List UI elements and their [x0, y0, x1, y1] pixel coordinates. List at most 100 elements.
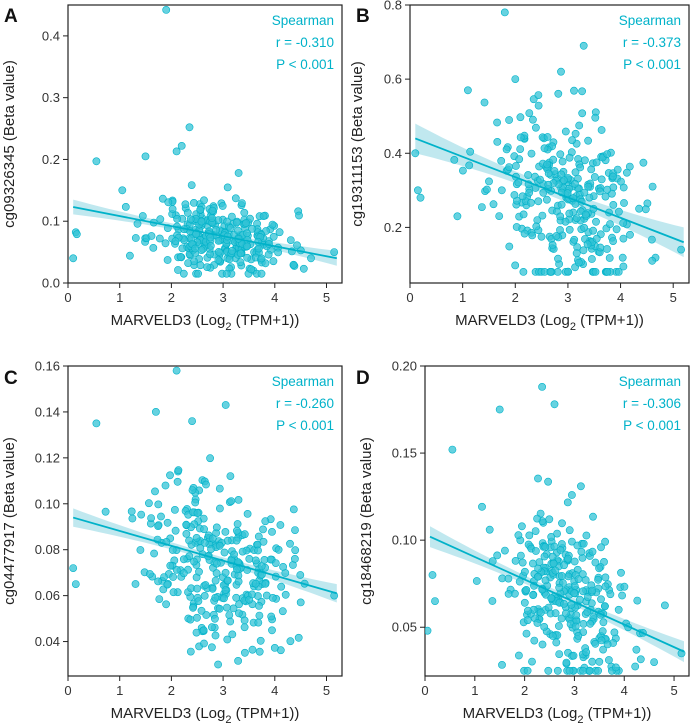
data-point [289, 505, 298, 514]
data-point [639, 158, 648, 167]
spearman-annotation: P < 0.001 [276, 418, 334, 433]
data-point [71, 580, 80, 588]
data-point [220, 594, 228, 603]
data-point [243, 242, 252, 251]
data-point [519, 267, 528, 276]
data-point [543, 133, 552, 141]
data-point [635, 204, 643, 213]
data-point [208, 534, 217, 543]
plot-area [425, 382, 686, 675]
data-point [186, 215, 195, 224]
data-point [617, 177, 625, 186]
data-point [226, 472, 235, 480]
data-point [536, 175, 544, 184]
data-point [279, 563, 287, 571]
data-point [538, 211, 547, 220]
data-point [564, 572, 573, 581]
data-point [125, 251, 134, 260]
data-point [154, 522, 162, 530]
data-point [254, 546, 262, 555]
x-tick-label: 3 [564, 290, 571, 305]
panel-letter: A [4, 6, 18, 27]
data-point [541, 576, 550, 585]
data-point [523, 616, 532, 625]
data-point [196, 544, 205, 552]
data-point [101, 507, 110, 516]
data-point [524, 171, 532, 179]
data-point [330, 248, 339, 256]
data-point [547, 533, 556, 541]
data-point [136, 546, 145, 554]
data-point [557, 67, 565, 76]
x-tick-label: 3 [571, 683, 578, 698]
data-point [586, 619, 595, 628]
data-point [296, 571, 305, 579]
data-point [269, 257, 278, 266]
data-point [234, 609, 243, 618]
data-point [482, 185, 491, 194]
data-point [553, 529, 561, 538]
data-point [556, 212, 565, 221]
data-point [218, 202, 227, 210]
data-point [171, 237, 180, 246]
data-point [458, 166, 467, 175]
data-point [606, 220, 614, 228]
data-point [174, 466, 183, 475]
data-point [557, 572, 566, 580]
panel-letter: B [356, 6, 370, 27]
data-point [650, 658, 658, 666]
data-point [411, 149, 420, 158]
data-point [519, 210, 528, 219]
data-point [533, 514, 541, 523]
data-point [548, 552, 557, 561]
data-point [92, 157, 101, 166]
data-point [565, 209, 574, 218]
x-axis-label: MARVELD3 (Log2 (TPM+1)) [463, 705, 652, 724]
data-point [541, 543, 550, 551]
data-point [605, 656, 613, 664]
data-point [453, 212, 462, 221]
data-point [177, 141, 186, 150]
data-point [150, 549, 158, 558]
data-point [243, 229, 251, 238]
data-point [69, 254, 78, 263]
data-point [232, 526, 241, 535]
x-tick-label: 1 [471, 683, 478, 698]
data-point [545, 515, 554, 524]
data-point [538, 640, 547, 649]
data-point [92, 419, 101, 428]
data-point [199, 626, 208, 635]
y-tick-label: 0.3 [42, 90, 60, 105]
data-point [577, 482, 585, 491]
data-point [522, 586, 531, 594]
data-point [137, 510, 146, 519]
data-point [595, 564, 603, 573]
data-point [582, 648, 591, 657]
data-point [631, 662, 640, 671]
x-tick-label: 4 [621, 683, 628, 698]
data-point [191, 498, 200, 507]
data-point [281, 590, 290, 599]
data-point [170, 505, 179, 514]
data-point [497, 156, 506, 165]
data-point [480, 98, 489, 107]
data-point [549, 559, 558, 568]
data-point [172, 566, 181, 574]
data-point [592, 158, 601, 167]
regression-line [414, 137, 685, 244]
data-point [214, 660, 222, 669]
data-point [238, 199, 246, 207]
data-point [576, 163, 585, 172]
data-point [210, 614, 219, 623]
data-point [579, 539, 588, 548]
data-point [648, 256, 657, 265]
data-point [230, 550, 238, 559]
data-point [617, 568, 625, 577]
data-point [568, 537, 576, 546]
data-point [295, 211, 303, 220]
data-point [516, 145, 525, 153]
data-point [274, 545, 283, 554]
data-point [157, 512, 165, 521]
data-point [211, 631, 220, 640]
